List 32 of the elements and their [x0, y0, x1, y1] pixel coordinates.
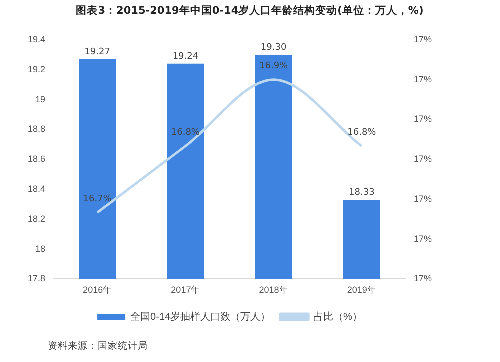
data-label: 16.9%	[260, 62, 289, 72]
y2-tick-label: 17%	[414, 34, 432, 44]
y-tick-label: 17.8	[28, 274, 46, 284]
data-label: 16.7%	[83, 194, 112, 205]
y-tick-label: 19.2	[28, 64, 46, 74]
y-tick-label: 18.2	[28, 214, 46, 224]
y-tick-label: 19.4	[28, 34, 46, 44]
data-label: 16.8%	[348, 128, 377, 138]
legend-label: 全国0-14岁抽样人口数（万人）	[130, 310, 271, 323]
data-label: 16.8%	[171, 128, 200, 138]
y2-tick-label: 17%	[414, 274, 432, 284]
y2-tick-label: 17%	[414, 154, 432, 164]
chart-title: 图表3：2015-2019年中国0-14岁人口年龄结构变动(单位：万人，%)	[75, 4, 425, 18]
legend-label: 占比（%）	[314, 310, 362, 323]
data-label: 19.27	[84, 47, 110, 58]
y2-tick-label: 17%	[414, 114, 432, 124]
x-tick-label: 2017年	[171, 285, 200, 296]
y-tick-label: 18	[36, 244, 46, 254]
y-tick-label: 18.4	[28, 184, 46, 194]
y-tick-label: 18.6	[28, 154, 46, 164]
data-label: 19.30	[260, 42, 287, 53]
x-tick-label: 2016年	[83, 285, 112, 296]
x-tick-label: 2018年	[259, 285, 288, 296]
y2-tick-label: 17%	[414, 194, 432, 204]
data-label: 18.33	[349, 188, 375, 198]
y-tick-label: 19	[36, 94, 46, 104]
data-label: 19.24	[172, 52, 199, 62]
y-tick-label: 18.8	[28, 124, 46, 134]
text: 资料来源：国家统计局	[48, 340, 148, 353]
y2-tick-label: 17%	[414, 74, 432, 84]
y2-tick-label: 17%	[414, 234, 432, 244]
x-tick-label: 2019年	[347, 285, 376, 296]
